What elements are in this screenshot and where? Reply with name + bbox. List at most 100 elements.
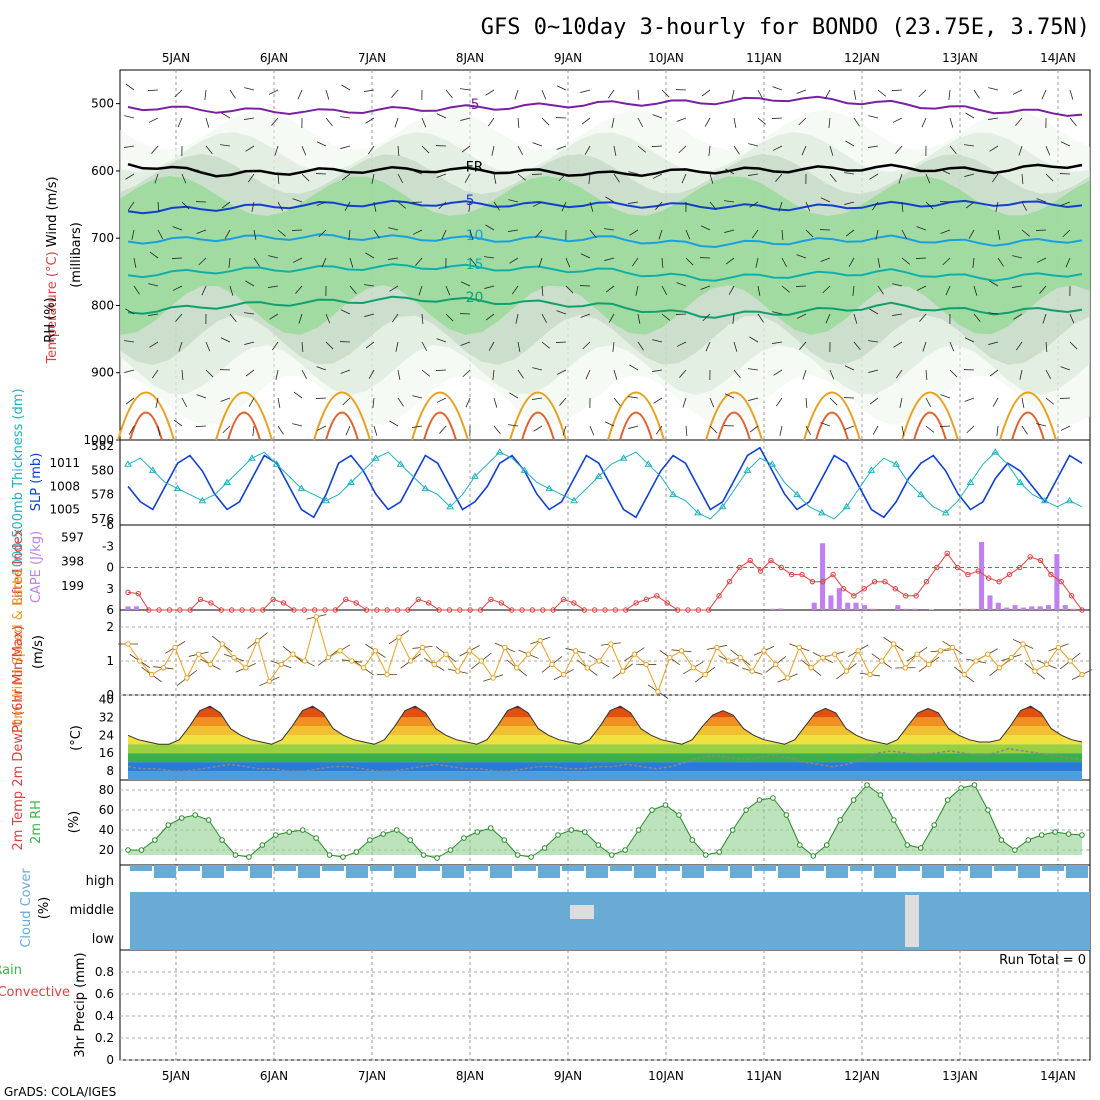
wind-barb xyxy=(373,425,378,436)
wind-barb xyxy=(869,308,879,315)
li-marker xyxy=(1017,564,1023,571)
date-label-top: 9JAN xyxy=(554,51,582,65)
wind-barb xyxy=(532,367,543,371)
cloud-level-label: middle xyxy=(70,903,114,918)
thickness-marker xyxy=(867,466,876,473)
wind-barb xyxy=(532,397,543,400)
wind-barb xyxy=(868,340,879,343)
wind-speed-marker xyxy=(172,644,178,651)
wind-barb xyxy=(462,369,471,378)
wind-barb xyxy=(940,169,951,175)
thickness-marker xyxy=(471,472,479,479)
rh-marker xyxy=(353,849,360,855)
li-marker xyxy=(156,607,162,613)
wind-barb xyxy=(1012,255,1023,259)
wind-speed-marker xyxy=(313,614,320,620)
wind-barb xyxy=(676,117,687,122)
cloud-level-label: low xyxy=(92,932,115,947)
wind-barb xyxy=(421,341,428,352)
wind-barb xyxy=(412,425,423,428)
wind-speed-marker xyxy=(243,665,249,671)
thickness-marker xyxy=(570,496,578,504)
date-label-bottom: 7JAN xyxy=(358,1069,386,1083)
rh-marker xyxy=(662,802,669,808)
wind-barb xyxy=(781,229,784,240)
wind-speed-marker xyxy=(1067,658,1073,664)
rh-marker xyxy=(1038,832,1045,838)
wind-barb xyxy=(541,313,548,324)
wind-barb xyxy=(700,225,711,231)
wind-barb xyxy=(949,341,955,352)
li-marker xyxy=(737,564,743,571)
rh-marker xyxy=(635,827,642,833)
precip-tick: 0.8 xyxy=(95,965,114,979)
cape-ylabel: CAPE (J/kg) xyxy=(29,531,44,603)
thickness-tick: 580 xyxy=(91,463,114,477)
cloud-high-block xyxy=(442,865,464,878)
li-marker xyxy=(322,607,328,613)
wind-barb xyxy=(749,425,759,433)
wind-barb xyxy=(493,397,498,408)
date-label-bottom: 8JAN xyxy=(456,1069,484,1083)
wind-barb xyxy=(844,172,855,175)
wind-barb xyxy=(509,392,519,399)
wind-barb xyxy=(318,229,327,238)
thickness-marker xyxy=(817,508,826,516)
li-marker xyxy=(405,607,411,613)
wind-barb xyxy=(685,257,694,266)
wind-speed-marker xyxy=(1055,644,1062,651)
wind-barb xyxy=(148,117,159,123)
wind-barb xyxy=(731,89,735,100)
wind-barb xyxy=(271,341,279,351)
wind-barb xyxy=(1036,423,1047,427)
wind-barb xyxy=(301,145,307,156)
wind-barb xyxy=(676,341,687,347)
rh-marker xyxy=(716,849,723,855)
wind-barb xyxy=(733,369,741,378)
rh-marker xyxy=(864,782,870,788)
wind-barb xyxy=(157,229,164,240)
cape-bar xyxy=(1020,607,1026,610)
wind-barb xyxy=(391,313,399,323)
wind-barb xyxy=(701,89,711,97)
rh-marker xyxy=(1052,829,1058,835)
wind-barb xyxy=(541,117,550,126)
rh-marker xyxy=(178,815,185,821)
thickness-marker xyxy=(396,460,405,467)
warm-contour-inner xyxy=(423,411,457,441)
wind-speed-marker xyxy=(914,651,920,657)
li-marker xyxy=(508,607,515,613)
wind-barb xyxy=(298,313,303,324)
wind-barb xyxy=(487,117,495,127)
wind-barb xyxy=(397,201,407,209)
wind-barb xyxy=(805,425,812,436)
wind-barb xyxy=(949,117,954,128)
isotherm-line xyxy=(127,295,1083,319)
wind-barb xyxy=(781,285,791,293)
wind-barb xyxy=(1021,425,1028,435)
wind-barb xyxy=(397,145,400,156)
wind-barb xyxy=(559,397,567,406)
wind-barb xyxy=(675,313,687,315)
rh-marker xyxy=(689,837,696,843)
wind-barb xyxy=(964,144,975,147)
wind-barb xyxy=(966,425,975,434)
cloud-high-block xyxy=(1066,865,1088,878)
wind-barb xyxy=(604,257,615,261)
cloud-level-label: high xyxy=(86,874,114,889)
temp-tick: 8 xyxy=(106,764,114,778)
wind-barb xyxy=(1021,229,1031,237)
wind-speed-marker xyxy=(1008,654,1015,661)
cape-bar xyxy=(125,606,131,610)
wind-barb xyxy=(274,145,279,156)
rh-marker xyxy=(1012,847,1018,853)
wind-barb xyxy=(631,257,639,267)
wind-barb xyxy=(997,229,1001,240)
wind-barb xyxy=(875,229,879,240)
wind-barb xyxy=(394,117,399,128)
date-label-top: 13JAN xyxy=(942,51,978,65)
li-marker xyxy=(591,607,598,613)
wind-barb xyxy=(925,425,935,433)
temp-yunit: (°C) xyxy=(69,725,84,751)
wind-barb xyxy=(580,313,591,318)
